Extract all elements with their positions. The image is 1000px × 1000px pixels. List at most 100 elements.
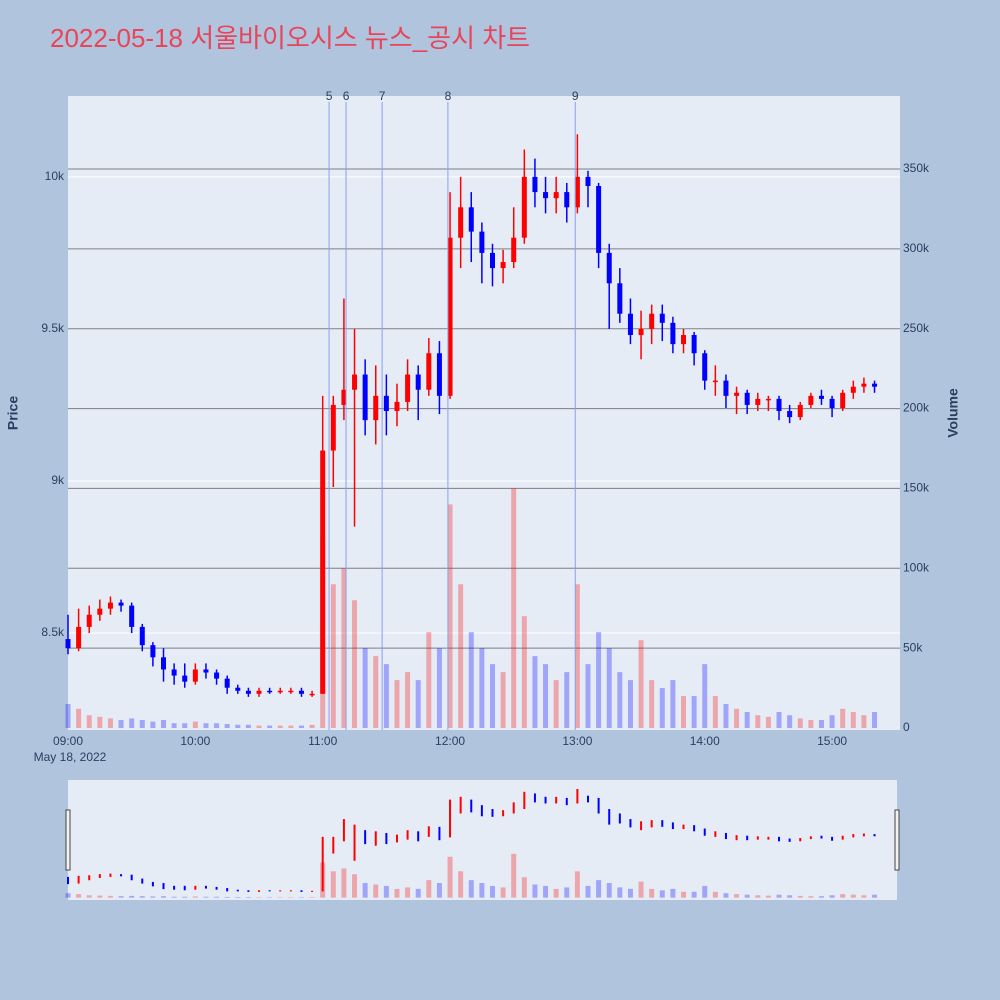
slider-handle[interactable] [65,809,71,871]
volume-bar [330,584,336,729]
slider-volume-bar [564,887,570,898]
volume-bar [373,656,379,729]
slider-volume-bar [426,880,432,898]
volume-bar [861,715,867,729]
volume-bar [765,716,771,729]
candle-body [649,313,655,329]
candle-body [511,237,517,263]
candle-body [129,605,135,627]
volume-bar [681,696,687,729]
slider-volume-bar [373,884,379,898]
candle-body [394,401,400,412]
candle-body [553,192,559,199]
candle-body [606,252,612,284]
candle-body [723,380,729,396]
slider-volume-bar [755,895,761,898]
volume-bar [850,712,856,729]
slider-volume-bar [192,896,198,898]
candle-body [309,693,315,696]
volume-bar [564,672,570,729]
volume-bar [224,724,230,729]
volume-bar [649,680,655,729]
candle-body [468,207,474,232]
y-tick-label: 9k [51,473,65,487]
slider-volume-bar [702,885,708,898]
candle-body [744,392,750,405]
candle-body [861,383,867,387]
slider-volume-bar [532,884,538,898]
slider-volume-bar [596,880,602,898]
volume-bar [776,712,782,729]
volume-bar [394,680,400,729]
candle-body [818,395,824,399]
candle-body [65,639,71,649]
volume-bar [511,488,517,729]
volume-bar [458,584,464,729]
candle-body [850,386,856,393]
candle-body [458,207,464,238]
volume-bar [787,715,793,729]
slider-volume-bar [203,896,209,898]
volume-bar [627,680,633,729]
candle-body [150,645,156,658]
slider-volume-bar [76,894,82,898]
y-tick-label: 8.5k [41,625,65,639]
candle-body [171,669,177,676]
slider-volume-bar [776,894,782,898]
slider-volume-bar [107,895,113,898]
volume-bar [468,632,474,729]
volume-bar [86,715,92,729]
slider-volume-bar [681,891,687,898]
slider-volume-bar [553,888,559,898]
slider-volume-bar [458,871,464,898]
slider-volume-bar [182,896,188,898]
slider-volume-bar [723,893,729,898]
candle-body [765,398,771,401]
slider-handle[interactable] [894,809,900,871]
slider-volume-bar [330,871,336,898]
candle-body [574,176,580,208]
candle-body [235,687,241,691]
slider-volume-bar [840,894,846,898]
candle-body [341,389,347,405]
news-label: 9 [572,89,579,103]
candle-body [479,231,485,253]
y2-tick-label: 200k [903,401,930,415]
slider-volume-bar [352,874,358,898]
slider-volume-bar [447,856,453,898]
volume-bar [245,724,251,729]
volume-bar [543,664,549,729]
slider-volume-bar [394,888,400,898]
slider-volume-bar [245,897,251,898]
volume-bar [712,696,718,729]
slider-volume-bar [712,891,718,898]
slider-volume-bar [670,888,676,898]
volume-bar [840,708,846,729]
candle-body [139,626,145,646]
candle-body [638,328,644,336]
volume-bar [436,648,442,729]
slider-volume-bar [224,896,230,898]
volume-bar [596,632,602,729]
y2-tick-label: 150k [903,481,930,495]
range-slider[interactable] [68,780,897,900]
candle-body [415,374,421,390]
candle-body [362,374,368,421]
candle-body [829,398,835,408]
candle-body [383,395,389,412]
candle-body [76,626,82,649]
plot-area [68,96,900,730]
candle-body [532,176,538,193]
volume-bar [574,584,580,729]
candle-body [776,398,782,412]
x-tick-label: 09:00 [53,734,83,748]
slider-volume-bar [691,891,697,898]
volume-bar [362,648,368,729]
candle-body [627,313,633,336]
candle-body [755,398,761,405]
candle-body [691,335,697,354]
volume-bar [277,725,283,729]
candle-body [224,678,230,688]
volume-bar [309,724,315,729]
slider-volume-bar [97,895,103,898]
